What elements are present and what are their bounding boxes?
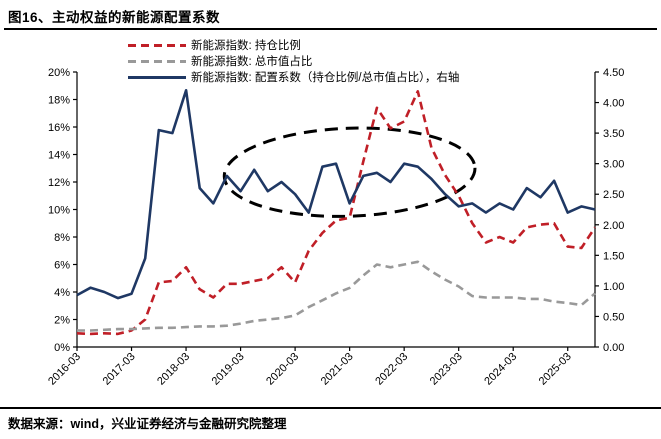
legend-item-market-cap-ratio: 新能源指数: 总市值占比 bbox=[128, 53, 459, 69]
left-axis-tick-label: 2% bbox=[54, 315, 70, 327]
right-axis-tick-label: 4.50 bbox=[603, 67, 624, 79]
chart-canvas: 0% 2% 4% 6% 8% 10% 12% 14% 16% 18% 20% 0.00 0.50 1.00… bbox=[46, 67, 624, 388]
x-axis-tick-label: 2025-03 bbox=[537, 351, 574, 388]
right-axis-tick-label: 2.00 bbox=[603, 220, 624, 232]
chart-legend: 新能源指数: 持仓比例 新能源指数: 总市值占比 新能源指数: 配置系数（持仓比… bbox=[128, 37, 459, 85]
left-axis-tick-label: 10% bbox=[48, 205, 70, 217]
gray-dashed-line-sample bbox=[128, 59, 186, 63]
right-axis-tick-label: 1.50 bbox=[603, 250, 624, 262]
x-axis-tick-label: 2021-03 bbox=[319, 351, 356, 388]
left-axis-tick-label: 12% bbox=[48, 177, 70, 189]
x-axis-tick-label: 2016-03 bbox=[46, 351, 83, 388]
allocation-coefficient-line bbox=[76, 88, 596, 300]
left-axis-tick-label: 16% bbox=[48, 122, 70, 134]
annotation-ellipse bbox=[222, 126, 477, 218]
x-axis-tick-label: 2017-03 bbox=[101, 351, 138, 388]
right-axis-tick-label: 0.50 bbox=[603, 311, 624, 323]
x-axis-tick-label: 2020-03 bbox=[264, 351, 301, 388]
left-axis-tick-label: 20% bbox=[48, 67, 70, 79]
data-source-note: 数据来源：wind，兴业证券经济与金融研究院整理 bbox=[8, 417, 287, 431]
chart-title: 图16、主动权益的新能源配置系数 bbox=[8, 10, 221, 25]
right-axis-tick-label: 1.00 bbox=[603, 281, 624, 293]
left-axis-tick-label: 4% bbox=[54, 287, 70, 299]
legend-item-coefficient: 新能源指数: 配置系数（持仓比例/总市值占比），右轴 bbox=[128, 69, 459, 85]
blue-solid-line-sample bbox=[128, 75, 186, 79]
right-axis-tick-label: 0.00 bbox=[603, 342, 624, 354]
x-axis-tick-label: 2024-03 bbox=[482, 351, 519, 388]
title-divider-line bbox=[4, 28, 657, 30]
x-axis-tick-label: 2022-03 bbox=[373, 351, 410, 388]
right-axis-tick-label: 4.00 bbox=[603, 98, 624, 110]
footer-divider-line bbox=[0, 407, 661, 409]
x-axis-tick-label: 2019-03 bbox=[210, 351, 247, 388]
left-axis-tick-label: 6% bbox=[54, 260, 70, 272]
left-axis-tick-label: 14% bbox=[48, 150, 70, 162]
left-axis-tick-label: 0% bbox=[54, 342, 70, 354]
x-axis-tick-label: 2023-03 bbox=[428, 351, 465, 388]
right-axis-tick-label: 3.00 bbox=[603, 159, 624, 171]
left-axis-tick-label: 18% bbox=[48, 95, 70, 107]
right-axis-tick-label: 2.50 bbox=[603, 189, 624, 201]
x-axis-tick-label: 2018-03 bbox=[155, 351, 192, 388]
red-dashed-line-sample bbox=[128, 43, 186, 47]
market-cap-ratio-line bbox=[77, 260, 596, 332]
right-axis-tick-label: 3.50 bbox=[603, 128, 624, 140]
legend-item-holding-ratio: 新能源指数: 持仓比例 bbox=[128, 37, 459, 53]
left-axis-tick-label: 8% bbox=[54, 232, 70, 244]
